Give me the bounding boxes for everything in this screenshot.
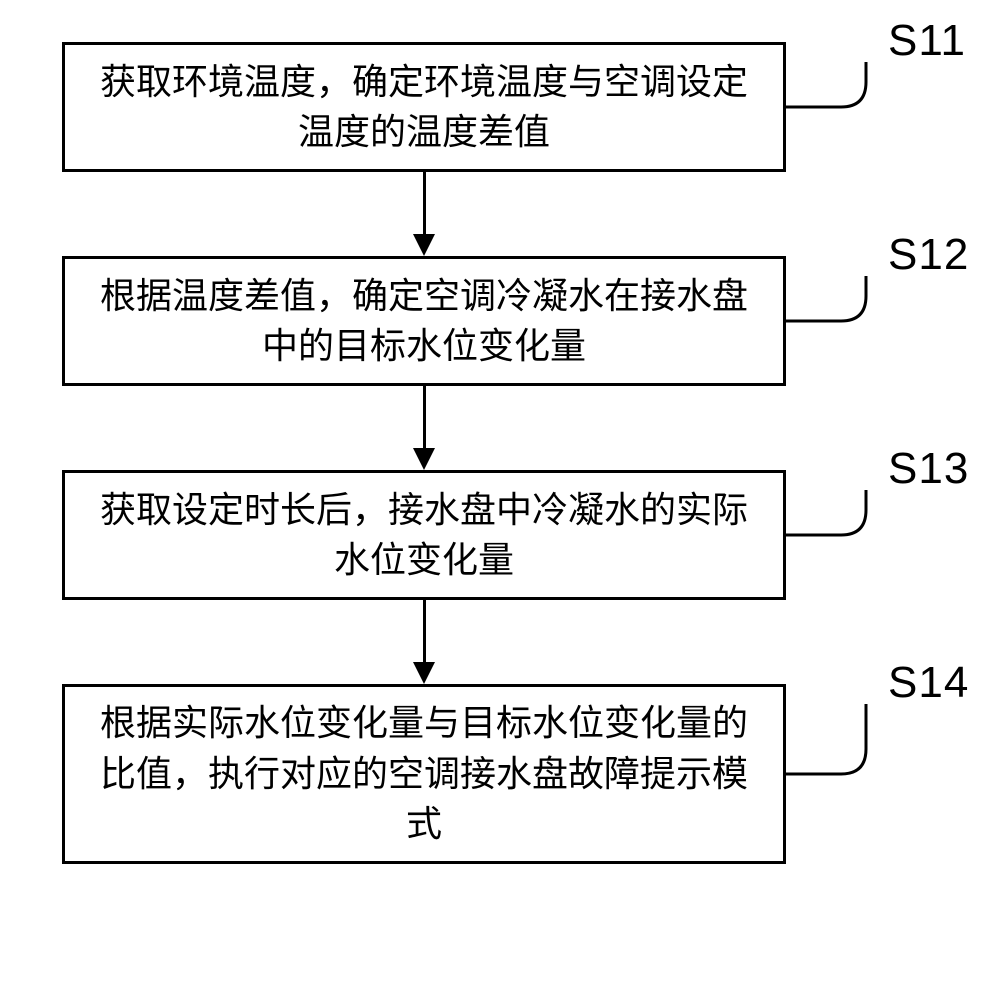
edge-s12-s13 [423, 386, 426, 448]
node-label-s11: S11 [888, 16, 966, 66]
connector-s14 [786, 682, 896, 797]
flowchart-node-s13: 获取设定时长后，接水盘中冷凝水的实际水位变化量 [62, 470, 786, 600]
node-text: 获取设定时长后，接水盘中冷凝水的实际水位变化量 [85, 485, 763, 586]
node-label-s12: S12 [888, 230, 969, 280]
edge-s11-s12-head [413, 234, 435, 256]
connector-s12 [786, 254, 896, 344]
node-text: 根据温度差值，确定空调冷凝水在接水盘中的目标水位变化量 [85, 271, 763, 372]
node-label-s13: S13 [888, 444, 969, 494]
flowchart-node-s12: 根据温度差值，确定空调冷凝水在接水盘中的目标水位变化量 [62, 256, 786, 386]
node-label-s14: S14 [888, 658, 969, 708]
edge-s11-s12 [423, 172, 426, 234]
connector-s11 [786, 40, 896, 130]
connector-s13 [786, 468, 896, 558]
flowchart-node-s11: 获取环境温度，确定环境温度与空调设定温度的温度差值 [62, 42, 786, 172]
edge-s13-s14 [423, 600, 426, 662]
node-text: 根据实际水位变化量与目标水位变化量的比值，执行对应的空调接水盘故障提示模式 [85, 698, 763, 849]
node-text: 获取环境温度，确定环境温度与空调设定温度的温度差值 [85, 57, 763, 158]
flowchart-node-s14: 根据实际水位变化量与目标水位变化量的比值，执行对应的空调接水盘故障提示模式 [62, 684, 786, 864]
flowchart-canvas: 获取环境温度，确定环境温度与空调设定温度的温度差值 S11 根据温度差值，确定空… [0, 0, 1000, 986]
edge-s13-s14-head [413, 662, 435, 684]
edge-s12-s13-head [413, 448, 435, 470]
